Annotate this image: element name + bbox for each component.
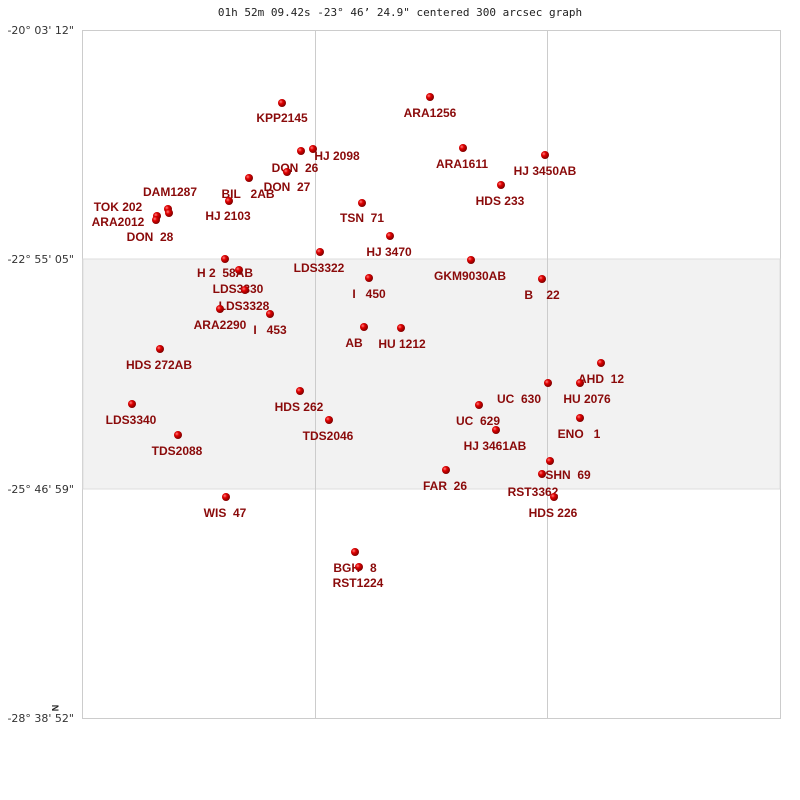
- star-label: AHD 12: [578, 372, 624, 386]
- star-label: DON 28: [127, 230, 174, 244]
- star-label: HU 2076: [563, 392, 611, 406]
- star-marker[interactable]: [222, 493, 230, 501]
- star-marker[interactable]: [174, 431, 182, 439]
- star-label: ARA2290: [194, 318, 247, 332]
- star-marker[interactable]: [221, 255, 229, 263]
- star-label: ENO 1: [558, 427, 601, 441]
- star-label: LDS3340: [106, 413, 157, 427]
- star-marker[interactable]: [365, 274, 373, 282]
- star-marker[interactable]: [245, 174, 253, 182]
- center-band: [82, 258, 781, 490]
- star-label: HJ 3450AB: [514, 164, 577, 178]
- star-label: HDS 226: [529, 506, 578, 520]
- star-label: HJ 3461AB: [464, 439, 527, 453]
- star-marker[interactable]: [550, 493, 558, 501]
- star-marker[interactable]: [576, 379, 584, 387]
- star-marker[interactable]: [355, 563, 363, 571]
- star-marker[interactable]: [216, 305, 224, 313]
- star-label: RST1224: [333, 576, 384, 590]
- star-label: SHN 69: [545, 468, 591, 482]
- dec-label-bottom: -28° 38' 52": [7, 712, 74, 725]
- star-label: TSN 71: [340, 211, 384, 225]
- star-marker[interactable]: [538, 275, 546, 283]
- star-marker[interactable]: [576, 414, 584, 422]
- star-marker[interactable]: [426, 93, 434, 101]
- star-label: GKM9030AB: [434, 269, 506, 283]
- star-label: RST3362: [508, 485, 559, 499]
- star-label: ARA2012: [92, 215, 145, 229]
- star-label: LDS3330: [213, 282, 264, 296]
- star-label: KPP2145: [256, 111, 308, 125]
- star-label: HDS 272AB: [126, 358, 192, 372]
- star-marker[interactable]: [128, 400, 136, 408]
- star-label: HJ 2098: [314, 149, 360, 163]
- star-marker[interactable]: [296, 387, 304, 395]
- star-label: WIS 47: [204, 506, 247, 520]
- star-marker[interactable]: [283, 168, 291, 176]
- star-marker[interactable]: [309, 145, 317, 153]
- star-marker[interactable]: [152, 216, 160, 224]
- star-marker[interactable]: [597, 359, 605, 367]
- star-marker[interactable]: [316, 248, 324, 256]
- dec-label-upper: -22° 55' 05": [7, 253, 74, 266]
- star-label: DON 26: [272, 161, 319, 175]
- star-marker[interactable]: [475, 401, 483, 409]
- star-marker[interactable]: [544, 379, 552, 387]
- star-marker[interactable]: [459, 144, 467, 152]
- dec-label-top: -20° 03' 12": [7, 24, 74, 37]
- star-label: HJ 3470: [366, 245, 412, 259]
- star-label: H 2 58AB: [197, 266, 253, 280]
- star-label: FAR 26: [423, 479, 467, 493]
- star-label: TDS2088: [152, 444, 203, 458]
- star-marker[interactable]: [225, 197, 233, 205]
- star-marker[interactable]: [397, 324, 405, 332]
- star-label: BIL 2AB: [221, 187, 274, 201]
- star-marker[interactable]: [241, 286, 249, 294]
- star-marker[interactable]: [358, 199, 366, 207]
- star-label: TOK 202: [94, 200, 143, 214]
- star-marker[interactable]: [235, 266, 243, 274]
- star-label: HDS 233: [476, 194, 525, 208]
- star-marker[interactable]: [467, 256, 475, 264]
- star-label: B 22: [524, 288, 560, 302]
- star-marker[interactable]: [165, 209, 173, 217]
- star-marker[interactable]: [492, 426, 500, 434]
- star-marker[interactable]: [538, 470, 546, 478]
- star-label: UC 629: [456, 414, 500, 428]
- star-marker[interactable]: [386, 232, 394, 240]
- star-marker[interactable]: [541, 151, 549, 159]
- star-label: ARA1611: [436, 157, 488, 171]
- star-label: LDS3322: [294, 261, 345, 275]
- star-marker[interactable]: [297, 147, 305, 155]
- star-label: UC 630: [497, 392, 541, 406]
- dec-label-lower: -25° 46' 59": [7, 483, 74, 496]
- star-marker[interactable]: [156, 345, 164, 353]
- star-marker[interactable]: [497, 181, 505, 189]
- star-marker[interactable]: [442, 466, 450, 474]
- star-marker[interactable]: [278, 99, 286, 107]
- star-label: HU 1212: [378, 337, 426, 351]
- star-marker[interactable]: [325, 416, 333, 424]
- star-label: I 453: [253, 323, 287, 337]
- star-label: DAM1287: [143, 185, 197, 199]
- star-label: HDS 262: [275, 400, 324, 414]
- star-marker[interactable]: [266, 310, 274, 318]
- star-label: AB: [345, 336, 363, 350]
- star-marker[interactable]: [351, 548, 359, 556]
- star-label: DON 27: [264, 180, 311, 194]
- chart-title: 01h 52m 09.42s -23° 46’ 24.9" centered 3…: [217, 6, 583, 19]
- star-marker[interactable]: [360, 323, 368, 331]
- star-label: LDS3328: [219, 299, 270, 313]
- star-label: TDS2046: [303, 429, 354, 443]
- star-label: HJ 2103: [205, 209, 251, 223]
- star-label: ARA1256: [404, 106, 457, 120]
- star-label: I 450: [352, 287, 386, 301]
- star-marker[interactable]: [546, 457, 554, 465]
